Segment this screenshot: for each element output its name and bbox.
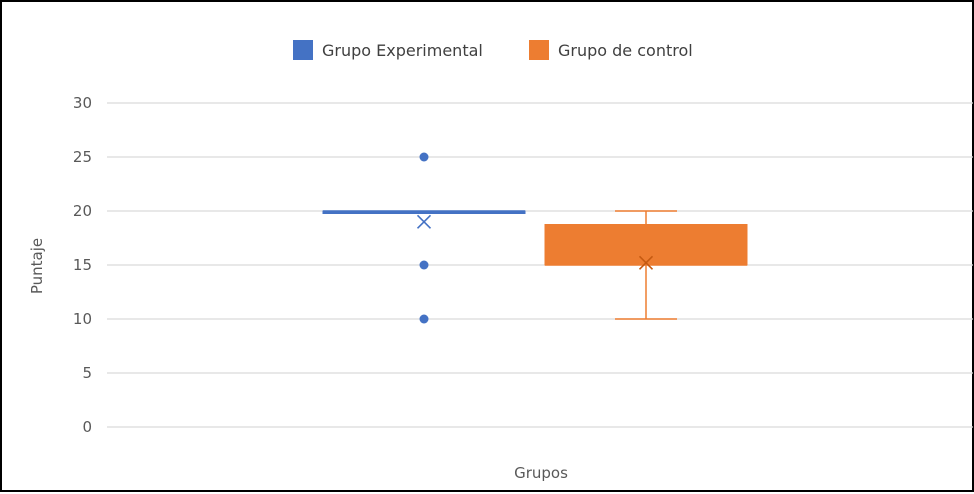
box-plot-series — [322, 152, 748, 324]
series-2 — [544, 210, 748, 320]
outlier-point — [419, 152, 429, 162]
legend: Grupo Experimental Grupo de control — [293, 40, 693, 60]
y-tick-label: 5 — [82, 364, 92, 382]
y-tick-label: 25 — [73, 148, 92, 166]
y-tick-label: 30 — [73, 94, 92, 112]
box — [544, 224, 748, 266]
mean-marker — [416, 214, 432, 229]
mean-marker-stroke — [416, 214, 432, 229]
mean-marker — [638, 255, 654, 270]
legend-label: Grupo Experimental — [322, 41, 483, 60]
y-tick-label: 20 — [73, 202, 92, 220]
y-tick-label: 10 — [73, 310, 92, 328]
legend-item: Grupo Experimental — [293, 40, 483, 60]
y-tick-label: 0 — [82, 418, 92, 436]
legend-label: Grupo de control — [558, 41, 693, 60]
legend-swatch — [293, 40, 313, 60]
gridlines — [107, 102, 973, 428]
legend-item: Grupo de control — [529, 40, 693, 60]
legend-swatch — [529, 40, 549, 60]
y-tick-label: 15 — [73, 256, 92, 274]
y-axis-title: Puntaje — [28, 238, 46, 294]
x-axis-title: Grupos — [514, 464, 568, 482]
mean-marker-stroke — [638, 255, 654, 270]
y-axis-ticks: 0 5 10 15 20 25 30 — [73, 94, 92, 436]
series-1 — [322, 152, 526, 324]
outlier-point — [419, 314, 429, 324]
outlier-point — [419, 260, 429, 270]
